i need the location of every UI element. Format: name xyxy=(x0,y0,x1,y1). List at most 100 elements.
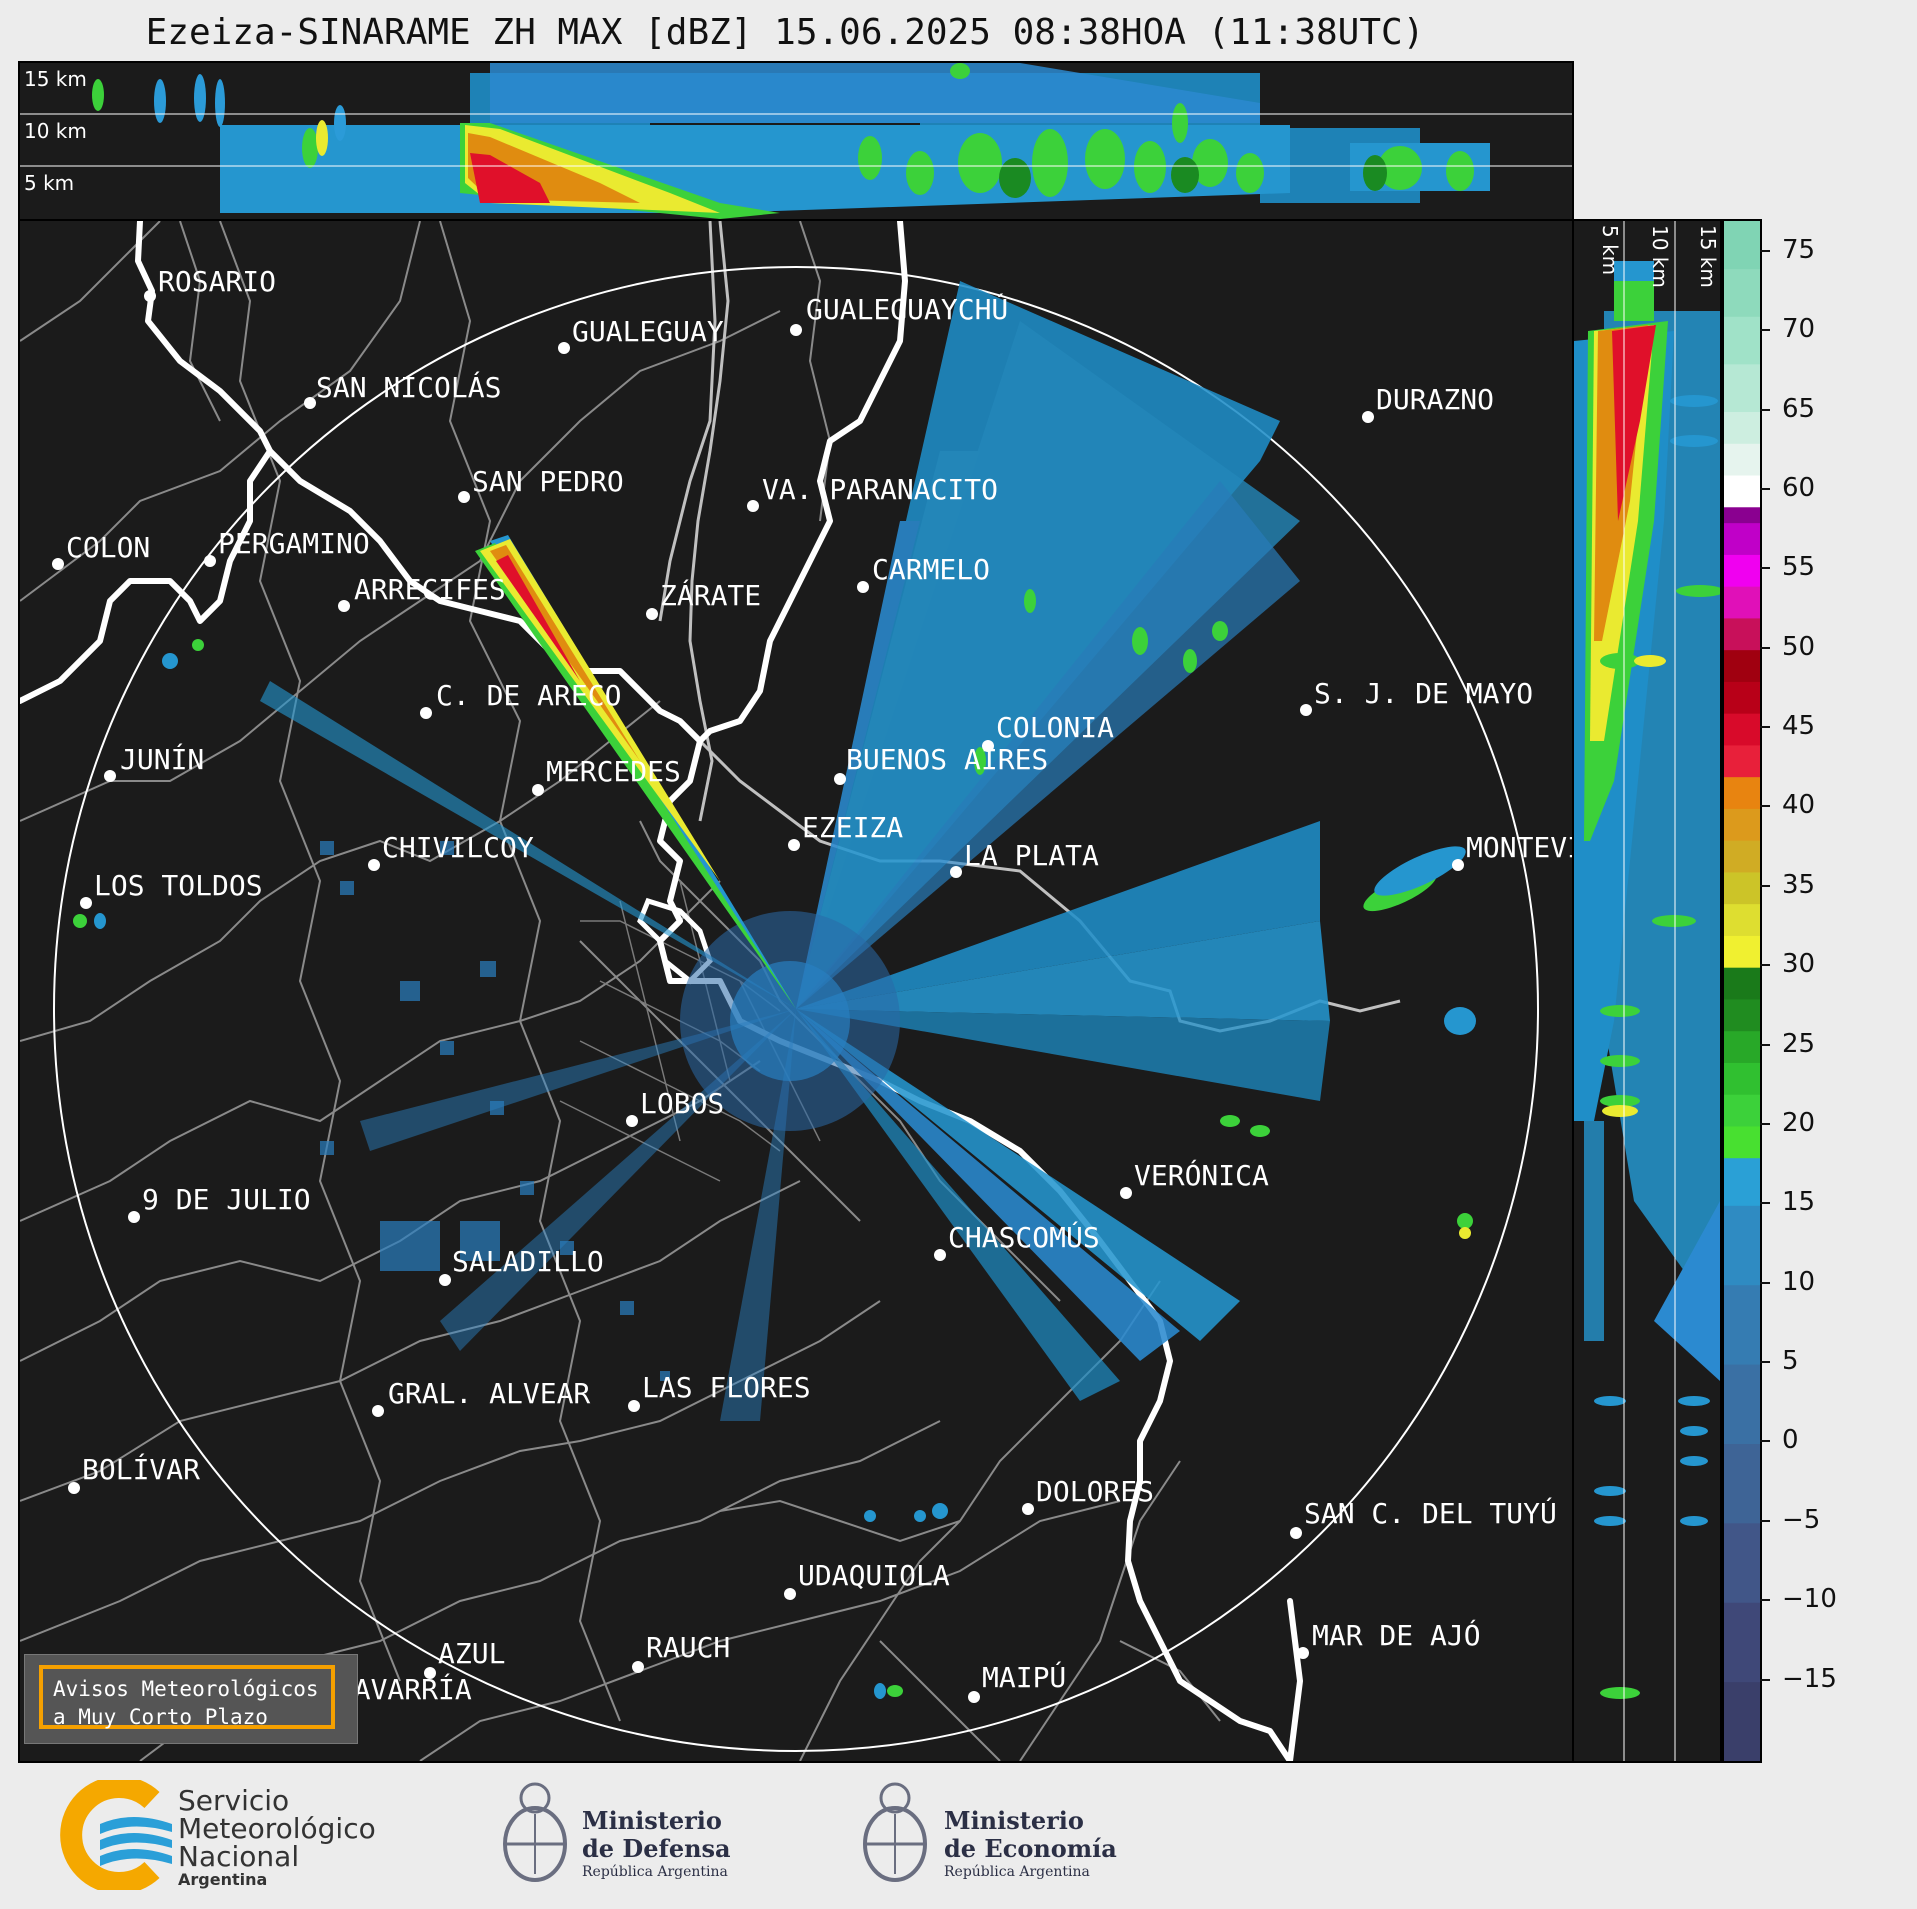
colorbar-band xyxy=(1724,522,1760,555)
defensa-text-line-3: República Argentina xyxy=(582,1864,728,1880)
side-cross-section-echoes xyxy=(1574,221,1720,1761)
smn-text-line-4: Argentina xyxy=(178,1870,268,1889)
colorbar-band xyxy=(1724,586,1760,619)
city-label-gualeguaychu: GUALEGUAYCHÚ xyxy=(806,293,1009,326)
colorbar-tick-mark xyxy=(1760,726,1770,729)
city-label-9-de-julio: 9 DE JULIO xyxy=(142,1183,311,1216)
city-label-zarate: ZÁRATE xyxy=(660,579,762,612)
city-label-arrecifes: ARRECIFES xyxy=(354,573,506,606)
colorbar-band xyxy=(1724,776,1760,809)
city-label-los-toldos: LOS TOLDOS xyxy=(94,869,263,902)
city-dot xyxy=(784,1588,796,1600)
city-label-sj-de-mayo: S. J. DE MAYO xyxy=(1314,677,1534,710)
colorbar-tick-mark xyxy=(1760,1440,1770,1443)
colorbar-band xyxy=(1724,1284,1760,1365)
city-dot xyxy=(558,342,570,354)
city-dot xyxy=(1362,411,1374,423)
side-altitude-label-5km: 5 km xyxy=(1598,225,1622,276)
colorbar-band xyxy=(1724,1062,1760,1095)
city-dot xyxy=(144,290,156,302)
city-dot xyxy=(338,600,350,612)
city-dot xyxy=(52,558,64,570)
colorbar-band xyxy=(1724,506,1760,524)
city-dot xyxy=(982,740,994,752)
colorbar-band xyxy=(1724,1094,1760,1127)
colorbar-tick-mark xyxy=(1760,964,1770,967)
city-label-saladillo: SALADILLO xyxy=(452,1245,604,1278)
colorbar-tick-mark xyxy=(1760,408,1770,411)
defensa-text-line-2: de Defensa xyxy=(582,1834,731,1863)
colorbar-band xyxy=(1724,1522,1760,1603)
top-altitude-label-10km: 10 km xyxy=(24,119,87,143)
city-label-pergamino: PERGAMINO xyxy=(218,527,370,560)
smn-logo-icon xyxy=(60,1780,172,1890)
city-dot xyxy=(304,397,316,409)
city-dot xyxy=(439,1274,451,1286)
city-dot xyxy=(128,1211,140,1223)
colorbar-band xyxy=(1724,1205,1760,1286)
colorbar-tick-mark xyxy=(1760,329,1770,332)
city-dot xyxy=(934,1249,946,1261)
economia-text-line-1: Ministerio xyxy=(944,1806,1084,1835)
city-label-chivilcoy: CHIVILCOY xyxy=(382,831,534,864)
city-dot xyxy=(80,897,92,909)
colorbar-tick-mark xyxy=(1760,487,1770,490)
colorbar-tick-label: 15 xyxy=(1782,1187,1816,1218)
city-label-colon: COLON xyxy=(66,531,151,564)
city-dot xyxy=(424,1667,436,1679)
colorbar-band xyxy=(1724,475,1760,508)
colorbar-tick-label: −5 xyxy=(1782,1504,1821,1535)
city-dot xyxy=(1022,1503,1034,1515)
colorbar-tick-label: 45 xyxy=(1782,711,1816,742)
colorbar-tick-label: 70 xyxy=(1782,314,1816,345)
top-cross-section-panel: 15 km 10 km 5 km xyxy=(18,61,1574,221)
city-dot xyxy=(1290,1527,1302,1539)
city-label-junin: JUNÍN xyxy=(120,743,205,776)
colorbar-band xyxy=(1724,871,1760,905)
colorbar-band xyxy=(1724,1364,1760,1444)
colorbar-band xyxy=(1724,316,1760,365)
colorbar-band xyxy=(1724,935,1760,968)
city-label-gral-alvear: GRAL. ALVEAR xyxy=(388,1377,591,1410)
city-dot xyxy=(104,770,116,782)
colorbar-tick-mark xyxy=(1760,884,1770,887)
city-label-san-pedro: SAN PEDRO xyxy=(472,465,624,498)
colorbar-tick-mark xyxy=(1760,1361,1770,1364)
city-dot xyxy=(458,491,470,503)
colorbar-tick-label: 60 xyxy=(1782,472,1816,503)
city-dot xyxy=(204,555,216,567)
defensa-text-line-1: Ministerio xyxy=(582,1806,722,1835)
colorbar-tick-mark xyxy=(1760,1202,1770,1205)
colorbar-band xyxy=(1724,1681,1760,1761)
colorbar-gradient xyxy=(1724,221,1760,1761)
colorbar-tick-mark xyxy=(1760,1281,1770,1284)
city-label-lobos: LOBOS xyxy=(640,1087,725,1120)
colorbar-band xyxy=(1724,411,1760,444)
city-dot xyxy=(950,866,962,878)
colorbar-tick-mark xyxy=(1760,1122,1770,1125)
avisos-line-2: a Muy Corto Plazo xyxy=(53,1705,268,1729)
colorbar-tick-label: −15 xyxy=(1782,1663,1837,1694)
colorbar-tick-label: 40 xyxy=(1782,790,1816,821)
city-label-la-plata: LA PLATA xyxy=(964,839,1099,872)
colorbar-tick-label: 25 xyxy=(1782,1028,1816,1059)
colorbar-tick-mark xyxy=(1760,1678,1770,1681)
city-label-colonia: COLONIA xyxy=(996,711,1115,744)
colorbar-tick-label: 30 xyxy=(1782,949,1816,980)
economia-text-line-3: República Argentina xyxy=(944,1864,1090,1880)
colorbar-tick-mark xyxy=(1760,1043,1770,1046)
colorbar-tick-label: 5 xyxy=(1782,1346,1799,1377)
colorbar-band xyxy=(1724,1030,1760,1063)
colorbar-tick-label: 65 xyxy=(1782,393,1816,424)
city-dot xyxy=(368,859,380,871)
colorbar-band xyxy=(1724,744,1760,778)
city-label-chascomus: CHASCOMÚS xyxy=(948,1221,1100,1254)
radar-map-panel: ROSARIO GUALEGUAYCHÚ GUALEGUAY SAN NICOL… xyxy=(18,219,1574,1763)
colorbar-band xyxy=(1724,998,1760,1032)
colorbar-tick-mark xyxy=(1760,567,1770,570)
radar-map xyxy=(20,221,1539,1761)
colorbar-band xyxy=(1724,713,1760,746)
economia-text-line-2: de Economía xyxy=(944,1834,1117,1863)
colorbar-tick-label: 55 xyxy=(1782,552,1816,583)
colorbar-tick-label: 20 xyxy=(1782,1107,1816,1138)
